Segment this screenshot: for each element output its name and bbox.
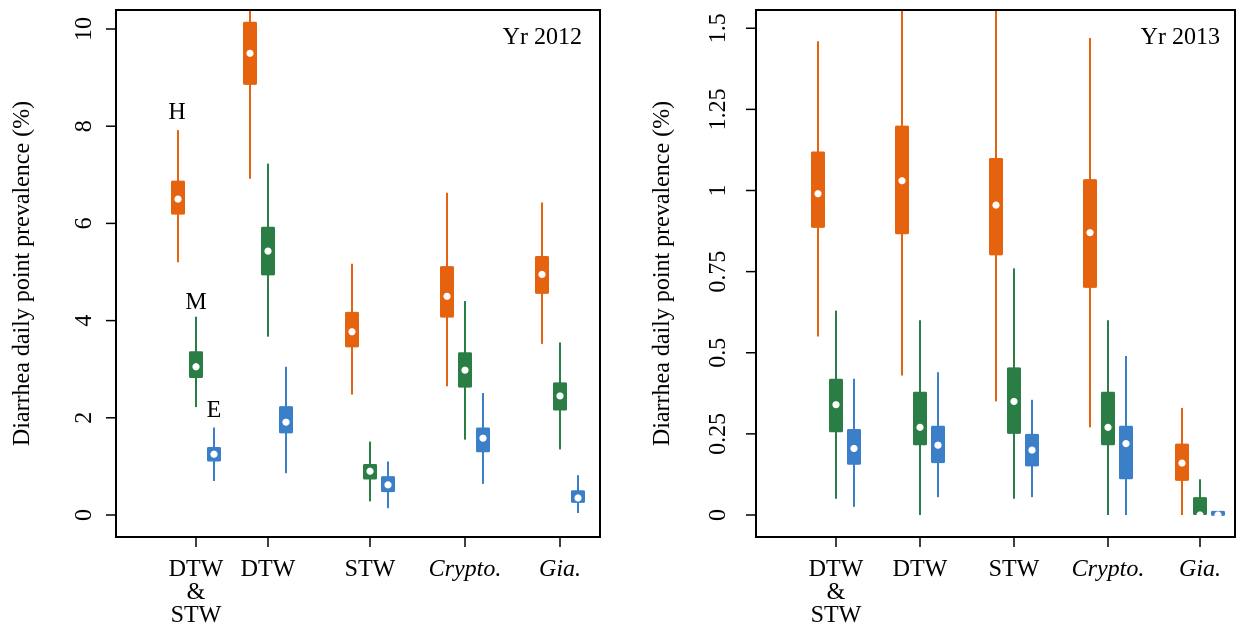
y-axis-label: Diarrhea daily point prevalence (%) bbox=[9, 101, 35, 446]
median-point bbox=[461, 366, 469, 374]
series-annotation: E bbox=[207, 397, 222, 423]
box bbox=[1119, 425, 1133, 480]
median-point bbox=[264, 247, 272, 255]
median-point bbox=[814, 190, 822, 198]
box bbox=[1193, 497, 1207, 515]
median-point bbox=[898, 177, 906, 185]
series-annotation: M bbox=[185, 289, 206, 315]
series-annotation: H bbox=[168, 99, 185, 125]
x-category-label: STW bbox=[811, 602, 862, 626]
y-tick-label: 4 bbox=[71, 315, 97, 327]
x-category-label: Gia. bbox=[1179, 556, 1221, 582]
median-point bbox=[348, 328, 356, 336]
median-point bbox=[210, 450, 218, 458]
median-point bbox=[1104, 423, 1112, 431]
median-point bbox=[1214, 511, 1222, 519]
median-point bbox=[479, 434, 487, 442]
y-tick-label: 1 bbox=[705, 185, 731, 197]
median-point bbox=[192, 363, 200, 371]
x-category-label: STW bbox=[345, 556, 396, 582]
median-point bbox=[1122, 440, 1130, 448]
y-tick-label: 1.5 bbox=[705, 13, 731, 43]
median-point bbox=[384, 481, 392, 489]
median-point bbox=[992, 201, 1000, 209]
box bbox=[913, 391, 927, 446]
median-point bbox=[538, 270, 546, 279]
median-point bbox=[556, 392, 564, 400]
x-category-label: & bbox=[187, 579, 206, 605]
x-category-label: Crypto. bbox=[1072, 556, 1145, 582]
median-point bbox=[1178, 459, 1186, 467]
x-category-label: DTW bbox=[241, 556, 296, 582]
y-axis-label: Diarrhea daily point prevalence (%) bbox=[649, 101, 675, 446]
boxplot-marks bbox=[811, 11, 1225, 519]
median-point bbox=[934, 441, 942, 449]
box bbox=[440, 266, 454, 318]
median-point bbox=[850, 444, 858, 453]
x-category-label: STW bbox=[171, 602, 222, 626]
panel-yr-2012: 0 2 4 6 8 10 Diarrhea daily point prevalence (… bbox=[9, 9, 601, 626]
y-tick-label: 0 bbox=[705, 509, 731, 521]
y-tick-label: 8 bbox=[71, 120, 97, 132]
median-point bbox=[1028, 446, 1036, 454]
box bbox=[1101, 391, 1115, 446]
median-point bbox=[282, 418, 290, 426]
box bbox=[811, 151, 825, 228]
panel-label: Yr 2012 bbox=[503, 24, 582, 50]
x-category-label: DTW bbox=[169, 556, 224, 582]
x-category-label: & bbox=[827, 579, 846, 605]
x-category-label: Crypto. bbox=[429, 556, 502, 582]
median-point bbox=[1196, 511, 1204, 519]
y-tick-label: 10 bbox=[71, 17, 97, 41]
median-point bbox=[443, 292, 451, 300]
median-point bbox=[246, 49, 254, 57]
median-point bbox=[916, 423, 924, 431]
plot-frame bbox=[115, 9, 601, 538]
boxplot-marks bbox=[171, 11, 585, 514]
y-tick-label: 2 bbox=[71, 412, 97, 424]
x-category-label: DTW bbox=[809, 556, 864, 582]
y-tick-label: 0.5 bbox=[705, 338, 731, 368]
panel-label: Yr 2013 bbox=[1141, 24, 1220, 50]
median-point bbox=[832, 401, 840, 409]
median-point bbox=[174, 195, 182, 203]
median-point bbox=[1086, 229, 1094, 237]
x-category-label: STW bbox=[989, 556, 1040, 582]
y-tick-label: 6 bbox=[71, 217, 97, 229]
panel-yr-2013: 0 0.25 0.5 0.75 1 1.25 1.5 Diarrhea daily point… bbox=[649, 9, 1236, 626]
y-tick-label: 0 bbox=[71, 509, 97, 521]
x-category-label: DTW bbox=[893, 556, 948, 582]
y-tick-label: 1.25 bbox=[705, 88, 731, 130]
median-point bbox=[1010, 397, 1018, 406]
median-point bbox=[574, 494, 582, 502]
x-category-label: Gia. bbox=[539, 556, 581, 582]
median-point bbox=[366, 467, 374, 475]
y-tick-label: 0.25 bbox=[705, 413, 731, 455]
y-tick-label: 0.75 bbox=[705, 251, 731, 293]
plot-frame bbox=[755, 9, 1236, 538]
